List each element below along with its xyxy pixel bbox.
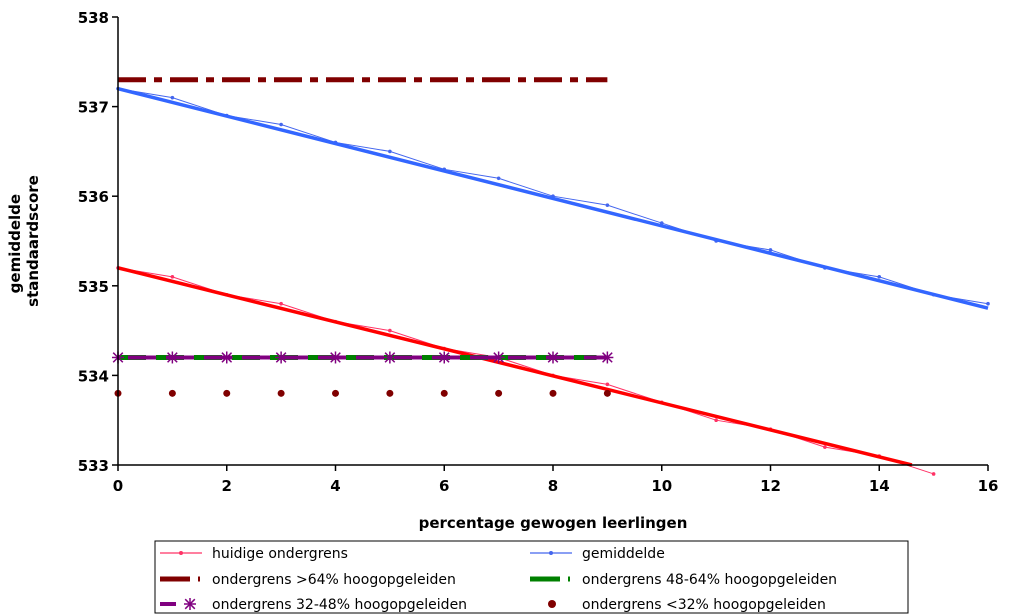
data-point	[279, 301, 283, 306]
data-point	[388, 328, 392, 333]
x-tick-label: 4	[330, 477, 340, 495]
y-tick-label: 533	[78, 457, 109, 475]
y-axis-title-line-2: standaardscore	[24, 175, 42, 307]
data-point	[496, 176, 501, 181]
legend-label: ondergrens 32-48% hoogopgeleiden	[212, 597, 467, 613]
data-point	[170, 275, 175, 279]
trendline	[117, 86, 989, 310]
star-stroke	[384, 352, 396, 363]
legend-item: gemiddelde	[530, 546, 665, 562]
data-point	[386, 389, 394, 397]
data-point	[492, 351, 505, 364]
series-6	[114, 389, 611, 397]
y-tick-label: 536	[78, 188, 109, 206]
legend-swatch-marker	[549, 551, 553, 555]
data-point	[440, 389, 448, 397]
data-point	[168, 389, 176, 397]
data-point	[383, 351, 396, 364]
data-point	[768, 248, 773, 252]
data-point	[549, 389, 557, 397]
data-point	[603, 389, 611, 397]
x-tick-label: 2	[222, 477, 232, 495]
y-tick-label: 535	[78, 278, 109, 296]
data-point	[223, 389, 231, 397]
legend-label: gemiddelde	[582, 546, 665, 562]
star-stroke	[547, 352, 559, 363]
star-stroke	[493, 352, 504, 363]
plot-area	[112, 77, 990, 476]
star-stroke	[602, 352, 613, 363]
x-tick-label: 16	[978, 477, 999, 495]
x-tick-label: 10	[651, 477, 672, 495]
y-axis-title: gemiddelde standaardscore	[6, 175, 42, 307]
star-stroke	[167, 352, 178, 363]
data-point	[931, 472, 936, 476]
x-tick-label: 8	[548, 477, 558, 495]
x-tick-label: 12	[760, 477, 781, 495]
x-tick-label: 0	[113, 477, 123, 495]
data-point	[388, 149, 392, 154]
y-axis-title-line-1: gemiddelde	[6, 194, 24, 293]
legend-item: huidige ondergrens	[160, 546, 348, 562]
ticks: 0 2 4 6 8 10 12 14 16 533 534 535 536 537 538	[78, 9, 999, 495]
data-point	[605, 203, 610, 207]
x-tick-label: 14	[869, 477, 890, 495]
legend-label: ondergrens >64% hoogopgeleiden	[212, 572, 456, 588]
series-1	[116, 266, 936, 476]
data-point	[877, 275, 882, 279]
y-tick-label: 534	[78, 367, 109, 385]
x-axis-title: percentage gewogen leerlingen	[419, 514, 688, 532]
star-stroke	[221, 352, 233, 363]
x-tick-label: 6	[439, 477, 449, 495]
series-2	[116, 86, 990, 310]
legend-item: ondergrens 32-48% hoogopgeleiden	[160, 597, 467, 613]
data-point	[277, 389, 285, 397]
legend-label: ondergrens <32% hoogopgeleiden	[582, 597, 826, 613]
y-tick-label: 537	[78, 99, 109, 117]
legend-item: ondergrens <32% hoogopgeleiden	[548, 597, 826, 613]
data-point	[601, 351, 614, 364]
legend: huidige ondergrens gemiddelde ondergrens >…	[154, 540, 909, 614]
data-point	[329, 351, 342, 364]
legend-label: ondergrens 48-64% hoogopgeleiden	[582, 572, 837, 588]
legend-item: ondergrens >64% hoogopgeleiden	[160, 572, 456, 588]
data-point	[714, 418, 718, 423]
data-point	[605, 382, 610, 387]
star-stroke	[184, 598, 196, 610]
axes	[117, 17, 988, 466]
legend-swatch-marker	[184, 598, 196, 610]
data-point	[220, 351, 233, 364]
data-point	[438, 351, 451, 364]
star-stroke	[330, 352, 341, 363]
y-tick-label: 538	[78, 9, 109, 27]
legend-swatch-marker	[179, 551, 183, 555]
legend-swatch	[548, 600, 556, 608]
data-point	[170, 95, 175, 100]
data-point	[166, 351, 179, 364]
data-point	[332, 389, 339, 397]
star-stroke	[438, 352, 450, 363]
data-point	[279, 122, 283, 127]
data-point	[495, 389, 503, 397]
data-point	[823, 445, 827, 449]
data-point	[986, 301, 990, 306]
legend-item: ondergrens 48-64% hoogopgeleiden	[530, 572, 837, 588]
data-point	[275, 351, 288, 364]
star-stroke	[275, 352, 287, 363]
trendline	[117, 266, 913, 467]
data-point	[547, 351, 559, 364]
legend-label: huidige ondergrens	[212, 546, 348, 562]
